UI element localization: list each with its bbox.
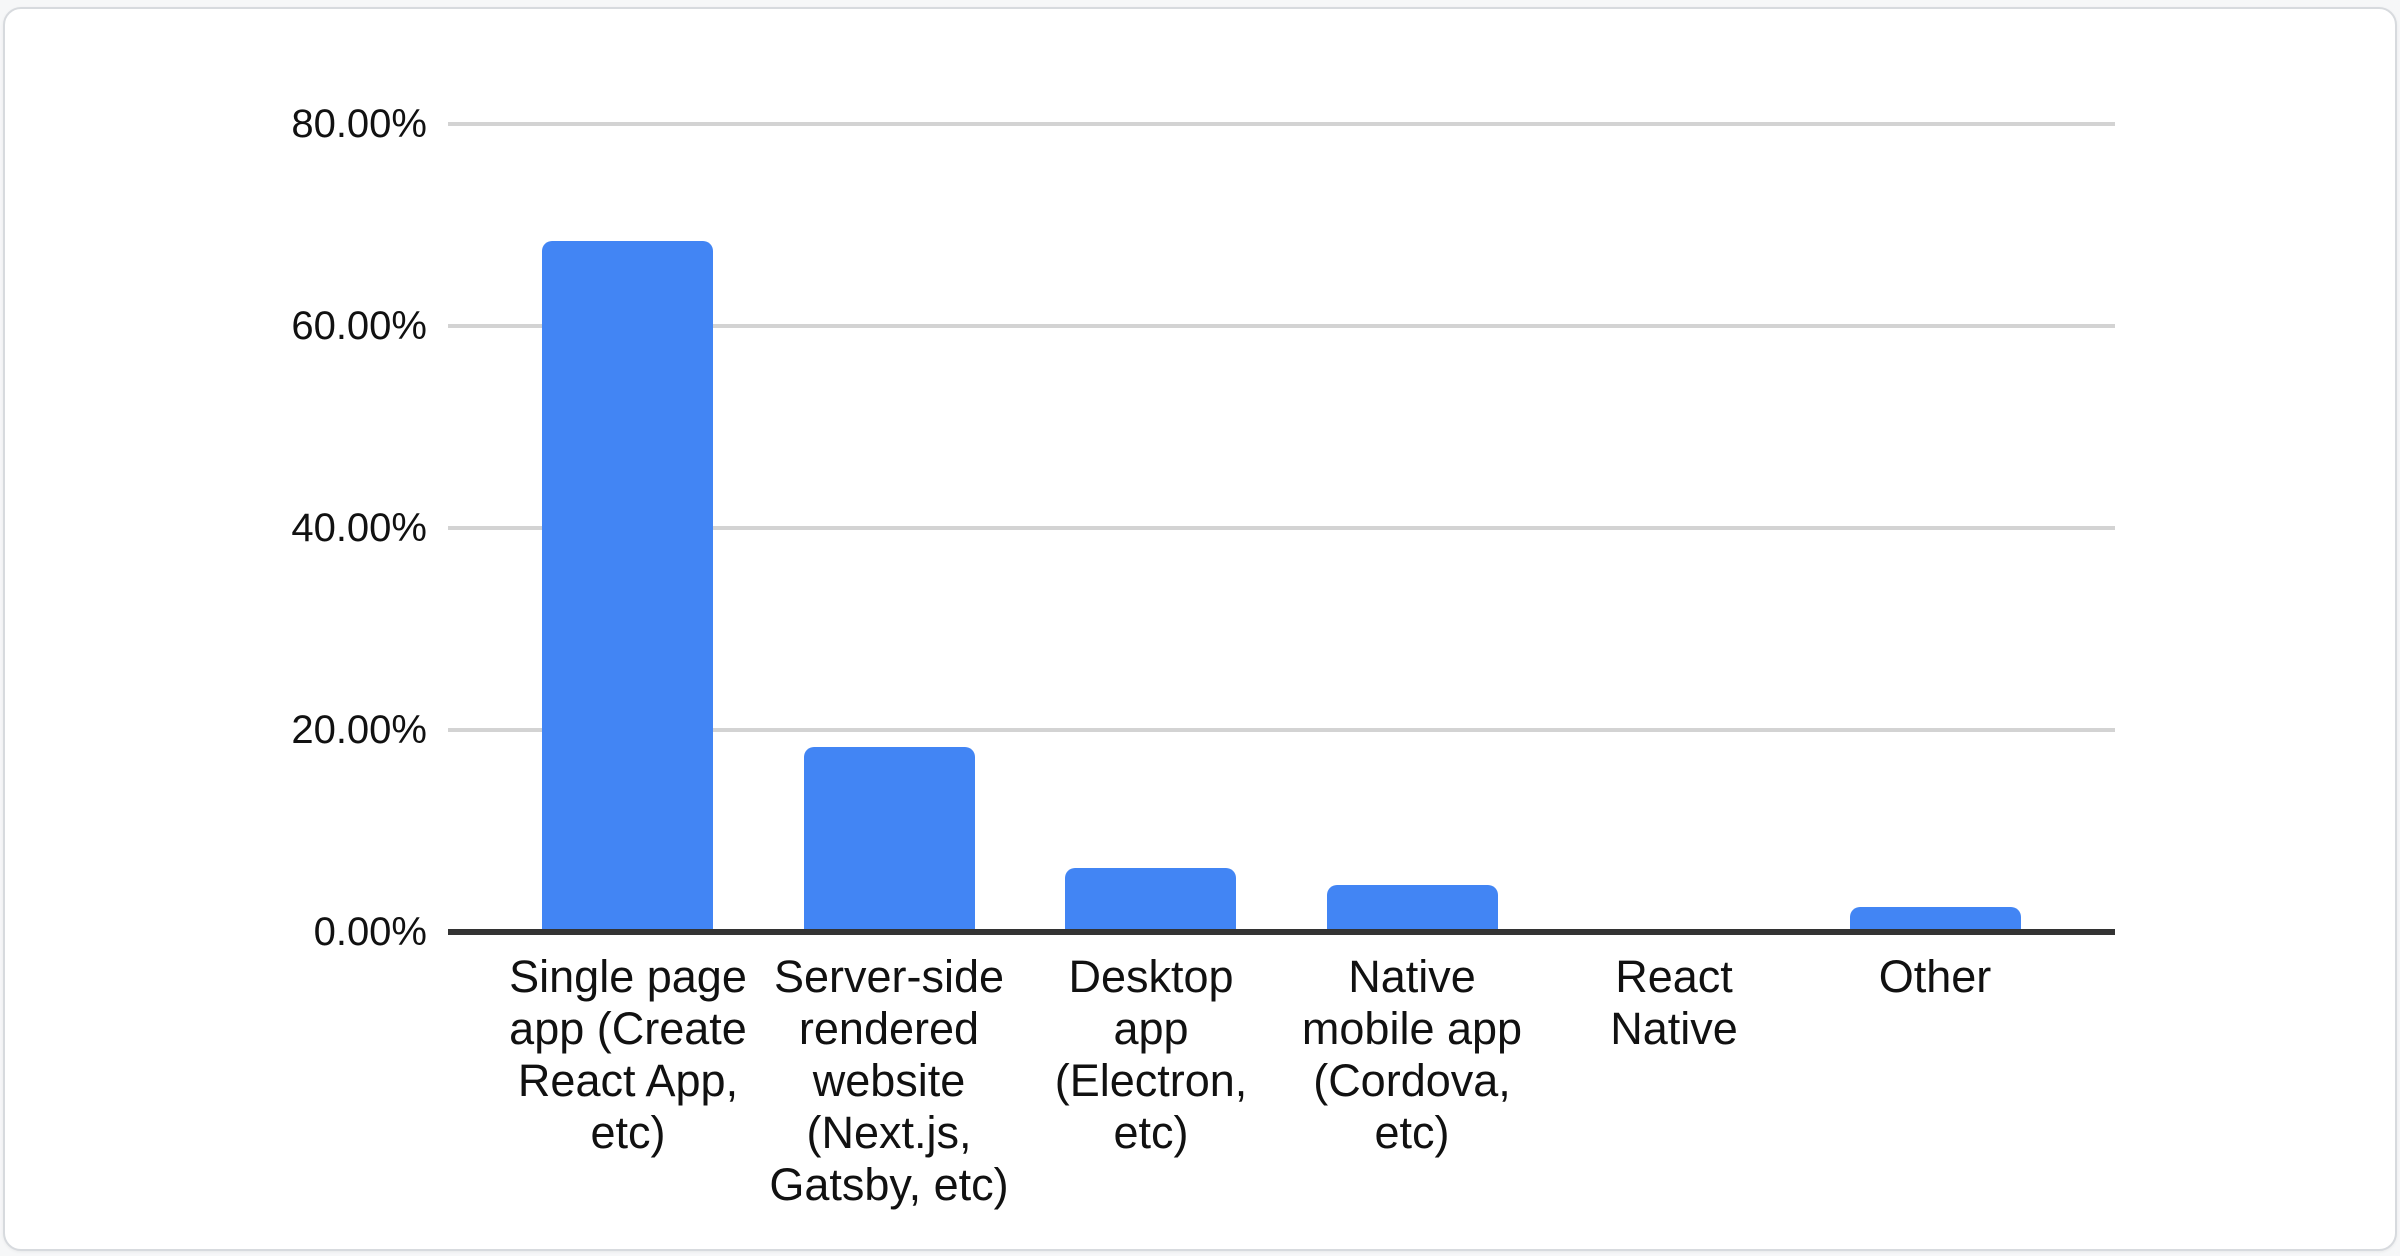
y-tick-label-80: 80.00%: [291, 102, 427, 146]
gridline-80: [448, 122, 2115, 126]
x-axis-label-react-native: React Native: [1610, 951, 1738, 1054]
y-tick-label-20: 20.00%: [291, 708, 427, 752]
y-tick-label-40: 40.00%: [291, 506, 427, 550]
x-axis-label-native-mobile-app-cordova-etc: Native mobile app (Cordova, etc): [1301, 951, 1523, 1158]
gridline-40: [448, 526, 2115, 530]
x-axis-label-desktop-app-electron-etc: Desktop app (Electron, etc): [1054, 951, 1248, 1158]
bar-server-side-rendered-website-next-js-gatsby-etc[interactable]: [804, 747, 975, 932]
y-tick-label-0: 0.00%: [313, 910, 427, 954]
bar-desktop-app-electron-etc[interactable]: [1065, 868, 1236, 932]
bar-single-page-app-create-react-app-etc[interactable]: [542, 241, 713, 932]
gridline-20: [448, 728, 2115, 732]
bar-native-mobile-app-cordova-etc[interactable]: [1327, 885, 1498, 932]
y-tick-label-60: 60.00%: [291, 304, 427, 348]
x-axis-label-server-side-rendered-website-next-js-gatsby-etc: Server-side rendered website (Next.js, G…: [769, 951, 1009, 1210]
bar-chart-plot-area: [448, 122, 2115, 935]
x-axis-baseline: [448, 929, 2115, 935]
chart-card: 80.00% 60.00% 40.00% 20.00% 0.00% Single pag…: [3, 7, 2397, 1251]
x-axis-label-single-page-app-create-react-app-etc: Single page app (Create React App, etc): [509, 951, 747, 1158]
x-axis-label-other: Other: [1878, 951, 1992, 1002]
gridline-60: [448, 324, 2115, 328]
bar-other[interactable]: [1850, 907, 2021, 932]
